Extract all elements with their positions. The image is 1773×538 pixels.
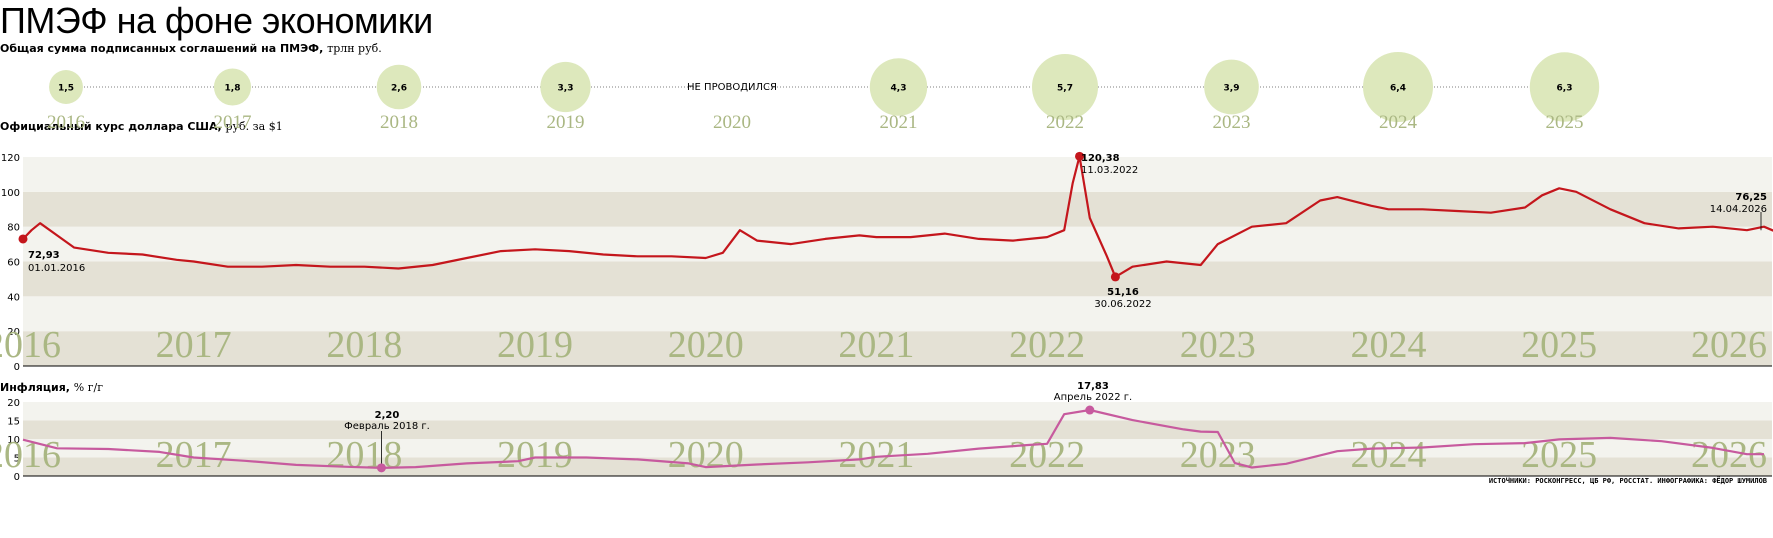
usd-band	[23, 331, 1772, 366]
usd-annotation-dot	[1110, 272, 1120, 282]
usd-year-label: 2022	[1009, 324, 1085, 366]
agreement-value: 5,7	[1057, 84, 1073, 94]
agreement-year: 2016	[47, 112, 85, 133]
usd-year-label: 2024	[1350, 324, 1426, 366]
usd-annotation-dot	[18, 234, 28, 244]
inflation-annotation-dot	[376, 463, 386, 473]
agreement-year: 2019	[547, 112, 585, 133]
inflation-y-tick: 5	[14, 454, 20, 465]
agreement-bubble	[1031, 53, 1099, 121]
usd-annotation-date: 01.01.2016	[28, 263, 85, 274]
usd-annotation-date: 30.06.2022	[1094, 299, 1151, 310]
usd-annotation-value: 120,38	[1081, 153, 1120, 164]
inflation-year-label: 2017	[156, 434, 232, 476]
inflation-y-tick: 20	[7, 398, 20, 409]
usd-annotation-value: 72,93	[28, 250, 60, 261]
agreement-bubble	[540, 61, 591, 113]
inflation-annotation-dot	[1085, 405, 1095, 415]
usd-line	[22, 155, 1773, 278]
usd-year-label: 2023	[1180, 324, 1256, 366]
agreement-year: 2023	[1213, 112, 1251, 133]
agreement-value: 3,9	[1224, 84, 1240, 94]
usd-y-tick: 40	[7, 292, 20, 303]
agreement-year: 2020	[713, 112, 751, 133]
inflation-label: Инфляция, % г/г	[0, 381, 103, 394]
inflation-y-tick: 15	[7, 417, 20, 428]
usd-y-tick: 60	[7, 258, 20, 269]
agreement-year: 2022	[1046, 112, 1084, 133]
usd-year-label: 2021	[838, 324, 914, 366]
usd-y-tick: 80	[7, 223, 20, 234]
inflation-year-label: 2025	[1521, 434, 1597, 476]
agreement-bubble	[49, 70, 83, 104]
inflation-year-label: 2023	[1180, 434, 1256, 476]
usd-band	[23, 296, 1772, 332]
inflation-y-tick: 10	[7, 435, 20, 446]
agreement-value: 1,8	[225, 84, 241, 94]
agreement-value: 1,5	[58, 84, 74, 94]
agreement-bubble	[1529, 52, 1600, 122]
agreement-year: 2025	[1546, 112, 1584, 133]
usd-label: Официальный курс доллара США, руб. за $1	[0, 120, 283, 133]
usd-band	[23, 261, 1772, 297]
usd-year-label: 2019	[497, 324, 573, 366]
usd-annotation-value: 51,16	[1107, 287, 1139, 298]
inflation-year-label: 2022	[1009, 434, 1085, 476]
usd-year-label: 2020	[668, 324, 744, 366]
agreements-label: Общая сумма подписанных соглашений на ПМ…	[0, 42, 382, 55]
usd-year-label: 2016	[0, 324, 61, 366]
inflation-annotation-value: 2,20	[375, 410, 400, 421]
agreement-value: 2,6	[391, 84, 407, 94]
agreement-year: 2021	[880, 112, 918, 133]
usd-year-label: 2018	[326, 324, 402, 366]
usd-band	[23, 226, 1772, 262]
agreement-bubble	[869, 58, 928, 116]
usd-annotation-date: 11.03.2022	[1081, 165, 1138, 176]
usd-y-tick: 100	[1, 188, 20, 199]
inflation-band	[23, 457, 1772, 476]
agreement-bubble	[376, 64, 422, 110]
not-held-mask	[698, 81, 766, 93]
not-held-label: НЕ ПРОВОДИЛСЯ	[687, 82, 777, 93]
agreement-value: 4,3	[891, 84, 907, 94]
usd-annotation-dot	[1075, 151, 1085, 161]
inflation-year-label: 2019	[497, 434, 573, 476]
agreement-bubble	[1363, 52, 1433, 122]
inflation-year-label: 2016	[0, 434, 61, 476]
agreement-year: 2024	[1379, 112, 1418, 133]
inflation-annotation-date: Февраль 2018 г.	[344, 421, 430, 432]
agreement-year: 2018	[380, 112, 418, 133]
inflation-year-label: 2018	[326, 434, 402, 476]
inflation-annotation-value: 17,83	[1077, 381, 1109, 392]
usd-y-tick: 20	[7, 327, 20, 338]
inflation-year-label: 2024	[1350, 434, 1426, 476]
credits: ИСТОЧНИКИ: РОСКОНГРЕСС, ЦБ РФ, РОССТАТ. …	[1488, 477, 1767, 485]
inflation-annotation-date: Апрель 2022 г.	[1054, 392, 1132, 403]
usd-annotation-value: 76,25	[1735, 192, 1767, 203]
inflation-y-tick: 0	[14, 472, 20, 483]
usd-y-tick: 0	[14, 362, 20, 373]
usd-year-label: 2026	[1691, 324, 1767, 366]
agreement-value: 6,4	[1390, 84, 1406, 94]
agreement-value: 6,3	[1557, 84, 1573, 94]
usd-annotation-date: 14.04.2026	[1710, 204, 1767, 215]
agreement-value: 3,3	[558, 84, 574, 94]
inflation-band	[23, 402, 1772, 421]
usd-y-tick: 120	[1, 153, 20, 164]
inflation-year-label: 2020	[668, 434, 744, 476]
usd-year-label: 2025	[1521, 324, 1597, 366]
inflation-band	[23, 420, 1772, 439]
usd-band	[23, 157, 1772, 192]
inflation-line	[22, 408, 1764, 469]
agreement-year: 2017	[214, 112, 252, 133]
agreement-bubble	[213, 68, 252, 106]
usd-year-label: 2017	[156, 324, 232, 366]
agreement-bubble	[1204, 59, 1259, 115]
page-title: ПМЭФ на фоне экономики	[0, 0, 433, 41]
usd-band	[23, 191, 1772, 227]
